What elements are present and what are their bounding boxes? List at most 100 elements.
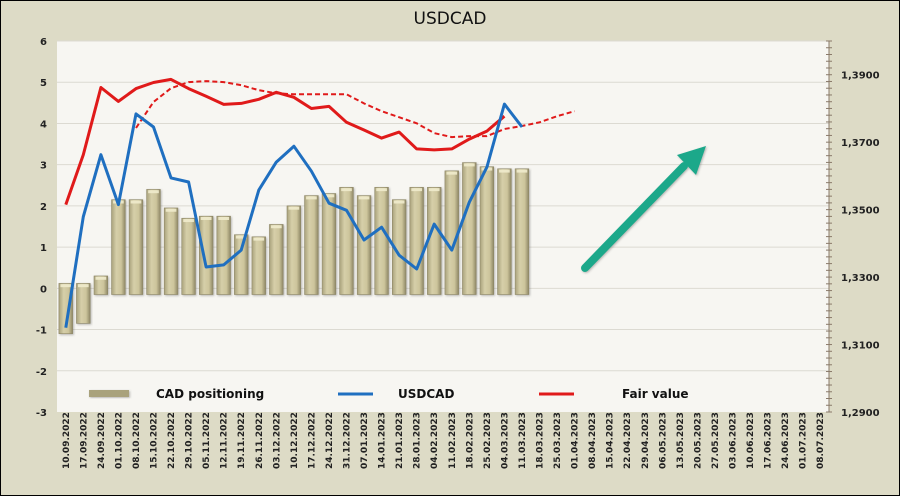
legend-swatch-cad-positioning <box>89 390 129 397</box>
bar <box>462 162 477 295</box>
bar-body <box>251 236 266 295</box>
bar-body <box>286 205 302 295</box>
x-tick-label: 13.05.2023 <box>676 412 686 469</box>
bar <box>286 205 302 295</box>
right-tick-label: 1,2900 <box>841 408 880 419</box>
bar-cap <box>77 284 89 288</box>
left-tick-label: 0 <box>40 284 47 295</box>
bar-cap <box>499 169 510 173</box>
bar-body <box>356 195 372 295</box>
left-tick-label: 1 <box>40 243 47 254</box>
fair-value-line <box>64 77 506 206</box>
bar-cap <box>235 235 247 239</box>
x-tick-label: 10.12.2022 <box>290 412 300 469</box>
x-tick-label: 24.06.2023 <box>781 412 791 469</box>
chart-title: USDCAD <box>413 9 487 29</box>
x-tick-label: 10.09.2022 <box>62 412 72 469</box>
x-tick-label: 24.09.2022 <box>97 412 107 469</box>
bar <box>93 275 109 295</box>
bar-body <box>479 166 495 295</box>
bar-cap <box>411 188 423 192</box>
x-tick-label: 18.02.2023 <box>465 412 475 469</box>
right-tick-label: 1,3300 <box>841 273 880 284</box>
right-tick-label: 1,3100 <box>841 341 880 352</box>
x-tick-label: 17.12.2022 <box>307 412 317 469</box>
line-series <box>64 77 575 328</box>
bar-body <box>93 275 109 295</box>
bar-cap <box>253 237 265 241</box>
bar-body <box>128 199 144 295</box>
x-tick-label: 15.04.2023 <box>606 412 616 469</box>
bar-cap <box>376 188 387 192</box>
bar <box>479 166 495 295</box>
bar-body <box>409 187 424 295</box>
x-tick-label: 14.01.2023 <box>378 412 388 469</box>
bar <box>198 215 214 295</box>
left-tick-label: -3 <box>36 408 47 419</box>
legend: CAD positioning USDCAD Fair value <box>89 387 689 401</box>
bar-cap <box>148 190 159 194</box>
bar-body <box>374 187 389 295</box>
x-tick-label: 12.11.2022 <box>220 412 230 469</box>
x-tick-label: 06.05.2023 <box>658 412 668 469</box>
bar-body <box>198 215 214 295</box>
bar-series <box>58 162 530 334</box>
bar-body <box>269 224 284 295</box>
left-tick-label: 5 <box>40 78 47 89</box>
bar-cap <box>165 208 177 212</box>
bar <box>356 195 372 295</box>
bar-cap <box>358 196 370 200</box>
x-tick-label: 04.02.2023 <box>430 412 440 469</box>
bar <box>76 283 91 324</box>
x-tick-label: 27.05.2023 <box>711 412 721 469</box>
x-tick-label: 25.02.2023 <box>483 412 493 469</box>
x-tick-label: 03.12.2022 <box>272 412 282 469</box>
bar-cap <box>306 196 317 200</box>
bar-cap <box>393 200 405 204</box>
x-tick-label: 20.05.2023 <box>693 412 703 469</box>
x-tick-label: 01.10.2022 <box>114 412 124 469</box>
bar-cap <box>218 216 230 220</box>
bar-cap <box>200 216 212 220</box>
x-tick-label: 24.12.2022 <box>325 412 335 469</box>
x-tick-label: 29.04.2023 <box>641 412 651 469</box>
right-tick-label: 1,3700 <box>841 138 880 149</box>
legend-label-usdcad: USDCAD <box>398 387 454 401</box>
left-axis: 6 5 4 3 2 1 0 -1 -2 -3 <box>36 37 47 419</box>
bar-cap <box>130 200 142 204</box>
x-tick-label: 21.01.2023 <box>395 412 405 469</box>
legend-label-cad-positioning: CAD positioning <box>156 387 264 401</box>
bar <box>374 187 389 295</box>
right-axis: 1,3900 1,3700 1,3500 1,3300 1,3100 1,2900 <box>826 40 880 419</box>
x-tick-label: 10.06.2023 <box>746 412 756 469</box>
left-tick-label: 4 <box>40 119 47 130</box>
bar <box>497 168 512 295</box>
bar <box>58 283 73 334</box>
bar-cap <box>270 225 282 229</box>
bar-body <box>163 207 179 295</box>
bar-body <box>427 187 442 295</box>
bar <box>514 168 530 295</box>
x-tick-label: 08.04.2023 <box>588 412 598 469</box>
left-tick-label: -2 <box>36 367 47 378</box>
x-tick-label: 22.10.2022 <box>167 412 177 469</box>
x-tick-label: 15.10.2022 <box>150 412 160 469</box>
x-axis: 10.09.2022 17.09.2022 24.09.2022 01.10.2022… <box>62 412 826 469</box>
x-tick-label: 01.07.2023 <box>799 412 809 469</box>
bar <box>234 234 249 295</box>
x-tick-label: 05.11.2022 <box>202 412 212 469</box>
bar <box>444 170 459 295</box>
bar-cap <box>446 171 458 175</box>
bar-body <box>497 168 512 295</box>
bar-body <box>444 170 459 295</box>
bar <box>304 195 319 295</box>
bar-body <box>339 187 354 295</box>
x-tick-label: 03.06.2023 <box>729 412 739 469</box>
bar <box>409 187 424 295</box>
bar <box>269 224 284 295</box>
bar <box>339 187 354 295</box>
bar <box>321 193 337 295</box>
x-tick-label: 28.01.2023 <box>413 412 423 469</box>
